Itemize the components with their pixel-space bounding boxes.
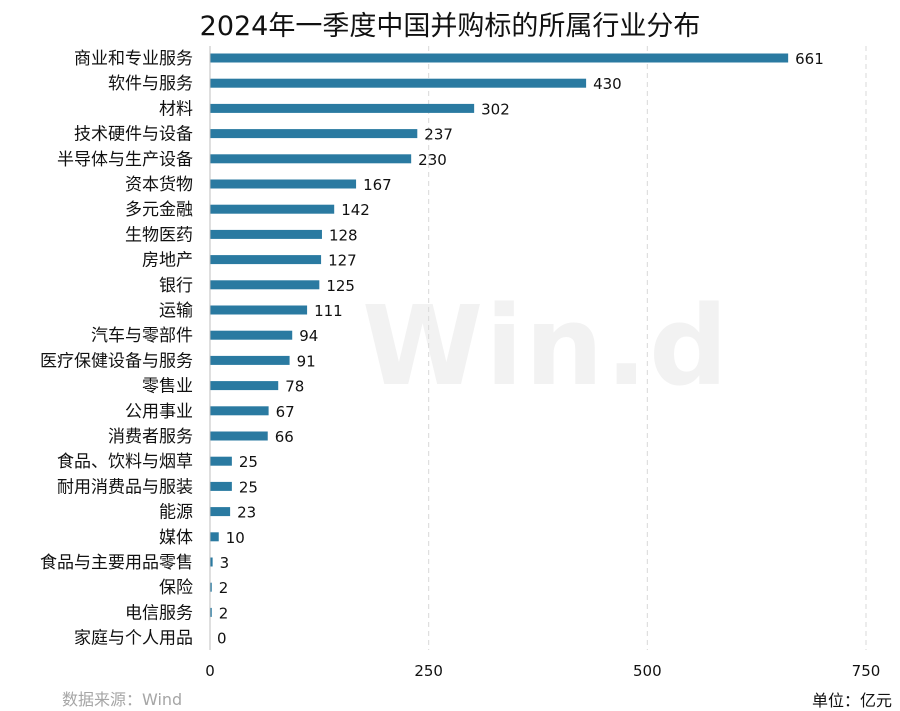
bar-22 [210,607,212,617]
watermark-logo: Win.d [362,282,730,410]
value-label-16: 25 [239,453,258,471]
category-label-8: 房地产 [142,251,193,271]
category-label-5: 资本货物 [125,175,193,195]
category-label-22: 电信服务 [125,603,193,623]
category-label-14: 公用事业 [125,402,193,422]
category-label-10: 运输 [159,301,193,321]
bar-21 [210,582,212,592]
unit-label: 单位：亿元 [811,691,892,710]
bar-6 [210,204,335,214]
bar-0 [210,53,789,63]
x-tick-label-750: 750 [852,662,881,680]
value-label-12: 91 [297,352,316,370]
bar-11 [210,330,293,340]
bar-8 [210,255,322,265]
value-label-6: 142 [341,201,370,219]
bar-10 [210,305,308,315]
category-label-12: 医疗保健设备与服务 [40,351,193,371]
category-label-0: 商业和专业服务 [74,49,193,69]
category-label-1: 软件与服务 [108,74,193,94]
value-label-15: 66 [275,428,294,446]
bar-13 [210,381,279,391]
bar-2 [210,103,475,113]
value-label-5: 167 [363,176,392,194]
x-tick-label-500: 500 [633,662,662,680]
category-label-11: 汽车与零部件 [91,326,193,346]
value-label-4: 230 [418,151,447,169]
category-label-21: 保险 [159,578,193,598]
value-label-10: 111 [314,302,343,320]
chart-title: 2024年一季度中国并购标的所属行业分布 [199,11,701,42]
value-label-23: 0 [217,630,227,648]
category-label-16: 食品、饮料与烟草 [57,452,193,472]
category-label-7: 生物医药 [125,225,193,245]
value-label-9: 125 [326,277,355,295]
category-label-6: 多元金融 [125,200,193,220]
bar-19 [210,532,219,542]
bar-14 [210,406,269,416]
bar-12 [210,355,290,365]
category-label-2: 材料 [159,99,193,119]
category-label-3: 技术硬件与设备 [74,125,193,145]
bar-5 [210,179,357,189]
value-label-22: 2 [219,604,229,622]
value-label-19: 10 [226,529,245,547]
value-label-17: 25 [239,478,258,496]
category-label-19: 媒体 [159,528,193,548]
category-label-20: 食品与主要用品零售 [40,553,193,573]
bar-9 [210,280,320,290]
category-label-23: 家庭与个人用品 [74,629,193,649]
value-label-14: 67 [276,403,295,421]
bar-3 [210,129,418,139]
value-label-1: 430 [593,75,622,93]
data-source-note: 数据来源：Wind [62,690,183,709]
value-label-7: 128 [329,226,358,244]
bar-17 [210,481,232,491]
category-label-18: 能源 [159,503,193,523]
bar-15 [210,431,268,441]
bar-20 [210,557,213,567]
category-label-15: 消费者服务 [108,427,193,447]
x-tick-label-250: 250 [414,662,443,680]
value-label-18: 23 [237,504,256,522]
bar-1 [210,78,587,88]
value-label-20: 3 [220,554,230,572]
x-tick-label-0: 0 [205,662,215,680]
value-label-21: 2 [219,579,229,597]
category-label-17: 耐用消费品与服装 [57,477,193,497]
bar-4 [210,154,412,164]
value-label-13: 78 [285,378,304,396]
value-label-2: 302 [481,100,510,118]
value-label-11: 94 [299,327,318,345]
bar-16 [210,456,232,466]
value-label-3: 237 [424,126,453,144]
category-label-13: 零售业 [142,377,193,397]
bar-18 [210,507,231,517]
value-label-0: 661 [795,50,824,68]
value-label-8: 127 [328,252,357,270]
category-label-9: 银行 [159,276,193,296]
bar-7 [210,229,322,239]
category-label-4: 半导体与生产设备 [57,150,193,170]
